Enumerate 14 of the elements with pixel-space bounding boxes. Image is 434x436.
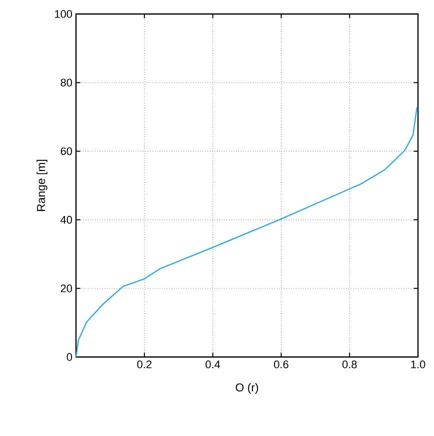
- y-tick-label: 100: [55, 10, 72, 18]
- y-axis-title: Range [m]: [36, 160, 48, 211]
- y-tick-label: 20: [60, 284, 72, 292]
- x-tick-label: 0.4: [206, 360, 220, 368]
- x-axis-title: O (r): [236, 383, 258, 394]
- x-tick-label: 1.0: [411, 360, 426, 368]
- x-tick-label: 0.6: [274, 360, 288, 368]
- y-tick-label: 60: [60, 147, 72, 156]
- y-tick-label: 0: [66, 353, 72, 361]
- x-tick-label: 0.8: [342, 360, 357, 368]
- line-series: [75, 106, 418, 358]
- y-tick-label: 40: [60, 216, 72, 224]
- y-tick-label: 80: [60, 78, 72, 86]
- x-tick-label: 0.2: [137, 360, 152, 368]
